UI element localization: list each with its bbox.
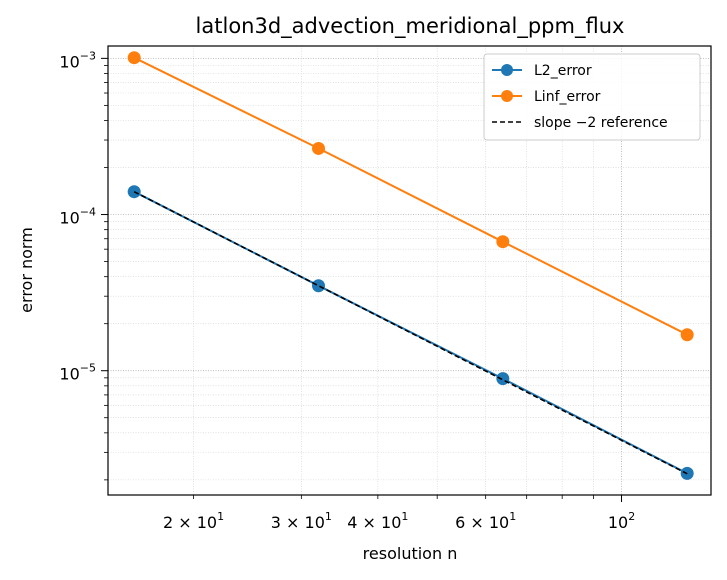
legend-label: L2_error — [534, 63, 592, 79]
legend-label: Linf_error — [534, 89, 601, 105]
series-line — [133, 56, 688, 336]
series-line — [133, 190, 688, 475]
x-tick-label: 4 × 101 — [347, 510, 408, 532]
data-point — [312, 279, 326, 293]
y-tick-label: 10−3 — [59, 49, 96, 71]
x-tick-label: 3 × 101 — [271, 510, 332, 532]
data-point — [680, 328, 694, 342]
y-axis-label: error norm — [17, 227, 36, 313]
x-tick-label: 102 — [608, 510, 635, 532]
x-axis-label: resolution n — [363, 544, 458, 563]
data-point — [312, 141, 326, 155]
data-point — [127, 185, 141, 199]
x-tick-label: 2 × 101 — [163, 510, 224, 532]
legend-label: slope −2 reference — [534, 115, 668, 131]
plot-frame — [107, 45, 712, 496]
legend-marker — [501, 64, 513, 76]
x-tick-label: 6 × 101 — [455, 510, 516, 532]
data-point — [496, 372, 510, 386]
y-tick-label: 10−4 — [59, 206, 96, 228]
chart-title: latlon3d_advection_meridional_ppm_flux — [196, 14, 625, 39]
data-point — [496, 235, 510, 249]
y-tick-label: 10−5 — [59, 362, 96, 384]
legend-box — [483, 53, 701, 141]
data-point — [127, 51, 141, 65]
axis-ticks: 2 × 101 3 × 101 4 × 101 6 × 101 102 10−5 10−4 1… — [59, 49, 635, 532]
legend-marker — [501, 90, 513, 102]
series-layer — [127, 51, 694, 480]
